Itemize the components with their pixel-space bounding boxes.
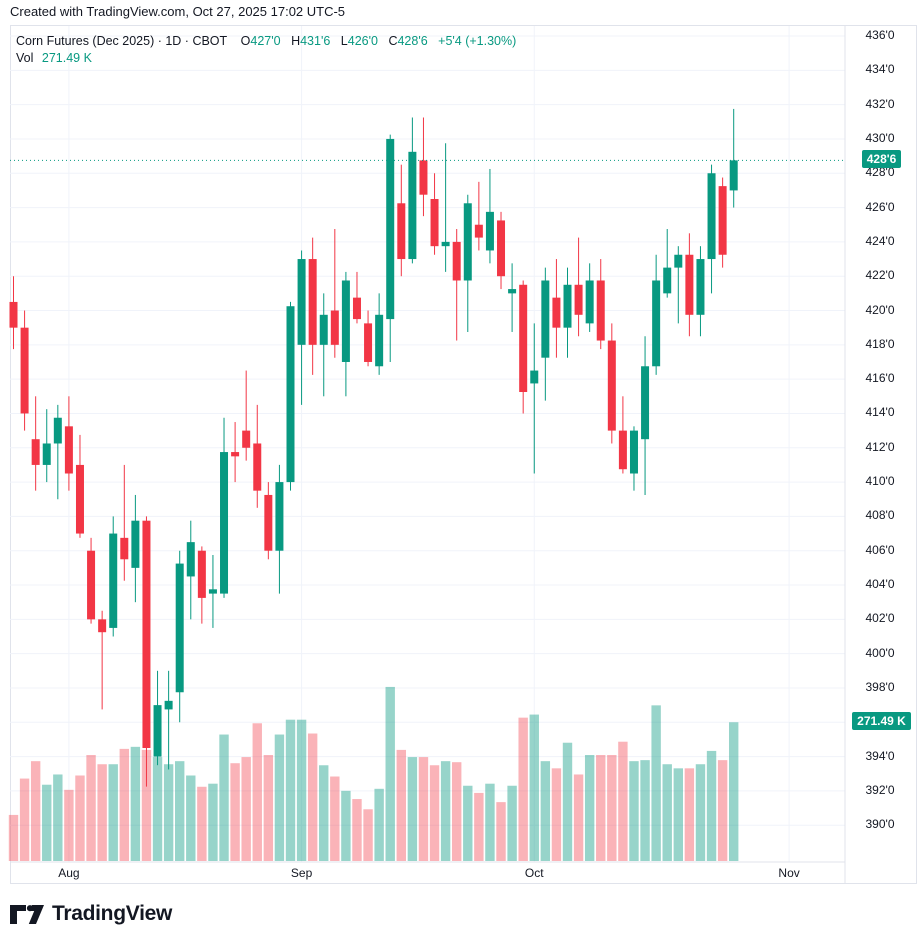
price-tick-label: 432'0 [865, 96, 895, 111]
low-item: L426'0 [340, 34, 378, 48]
legend-ohlc-row: Corn Futures (Dec 2025) · 1D · CBOT O427… [16, 33, 516, 50]
price-tick-label: 422'0 [865, 268, 895, 283]
price-tick-label: 408'0 [865, 508, 895, 523]
high-value: 431'6 [300, 34, 331, 48]
price-tick-label: 418'0 [865, 336, 895, 351]
price-tick-label: 416'0 [865, 371, 895, 386]
symbol-title: Corn Futures (Dec 2025) · 1D · CBOT [16, 34, 228, 48]
time-tick-label: Aug [58, 866, 80, 880]
tradingview-logo-text: TradingView [52, 902, 173, 925]
credit-line: Created with TradingView.com, Oct 27, 20… [10, 4, 346, 19]
last-price-badge: 428'6 [846, 150, 917, 169]
tradingview-logo[interactable]: TradingView [10, 902, 172, 926]
pane-borders [10, 25, 846, 884]
volume-series [8, 686, 739, 861]
volume-badge: 271.49 K [846, 712, 917, 730]
time-tick-label: Nov [778, 866, 800, 880]
price-tick-label: 402'0 [865, 611, 895, 626]
price-axis[interactable]: 436'0 434'0 432'0 430'0 428'0 426'0 424'0 422'0… [846, 25, 917, 862]
tradingview-logo-icon [10, 904, 44, 925]
price-tick-label: 430'0 [865, 130, 895, 145]
price-tick-label: 420'0 [865, 302, 895, 317]
high-item: H431'6 [291, 34, 331, 48]
price-tick-label: 394'0 [865, 748, 895, 763]
open-value: 427'0 [250, 34, 281, 48]
close-value: 428'6 [397, 34, 428, 48]
price-tick-label: 428'0 [865, 165, 895, 180]
grid [10, 26, 845, 862]
close-item: C428'6 [388, 34, 428, 48]
candlestick-series [9, 108, 738, 787]
legend-volume-row: Vol 271.49 K [16, 50, 516, 67]
time-tick-label: Sep [290, 866, 313, 880]
price-tick-label: 434'0 [865, 62, 895, 77]
price-tick-label: 412'0 [865, 439, 895, 454]
chart-frame [10, 25, 917, 884]
price-tick-label: 404'0 [865, 577, 895, 592]
time-axis[interactable]: Aug Sep Oct Nov [10, 863, 845, 884]
price-tick-label: 414'0 [865, 405, 895, 420]
price-tick-label: 398'0 [865, 679, 895, 694]
price-tick-label: 410'0 [865, 474, 895, 489]
price-tick-label: 424'0 [865, 233, 895, 248]
change-value: +5'4 (+1.30%) [438, 34, 517, 48]
time-tick-label: Oct [524, 866, 544, 880]
price-tick-label: 392'0 [865, 782, 895, 797]
price-tick-label: 390'0 [865, 817, 895, 832]
volume-label: Vol [16, 51, 34, 65]
open-item: O427'0 [240, 34, 281, 48]
legend: Corn Futures (Dec 2025) · 1D · CBOT O427… [16, 33, 516, 67]
low-value: 426'0 [347, 34, 378, 48]
price-tick-label: 400'0 [865, 645, 895, 660]
price-tick-label: 406'0 [865, 542, 895, 557]
volume-value: 271.49 K [41, 51, 92, 65]
price-tick-label: 436'0 [865, 28, 895, 42]
price-tick-label: 426'0 [865, 199, 895, 214]
